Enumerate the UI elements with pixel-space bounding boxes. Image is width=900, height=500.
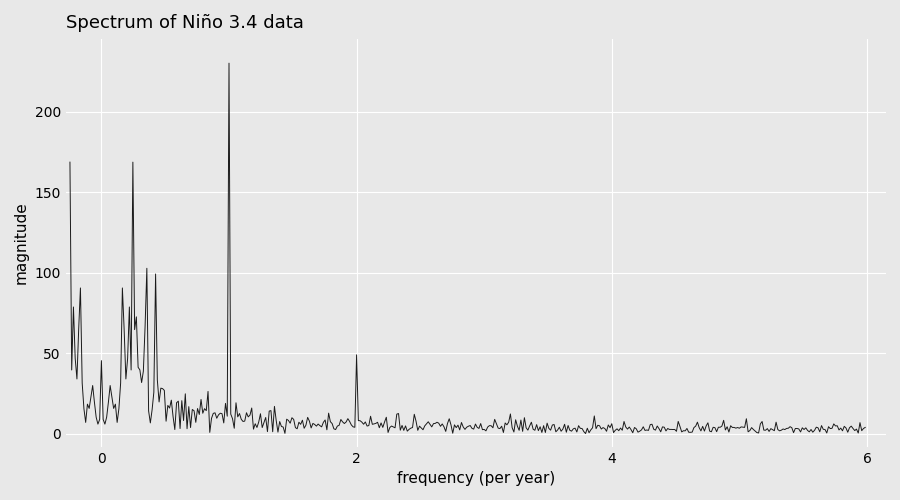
Text: Spectrum of Niño 3.4 data: Spectrum of Niño 3.4 data: [66, 14, 303, 32]
Y-axis label: magnitude: magnitude: [14, 202, 29, 284]
X-axis label: frequency (per year): frequency (per year): [397, 471, 555, 486]
